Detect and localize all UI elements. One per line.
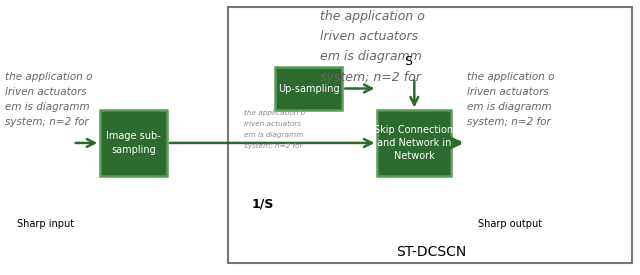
- Text: system; n=2 for: system; n=2 for: [244, 143, 302, 149]
- Text: lriven actuators: lriven actuators: [320, 30, 418, 43]
- Text: em is diagramm: em is diagramm: [244, 132, 303, 138]
- Text: S: S: [404, 55, 412, 68]
- FancyBboxPatch shape: [378, 110, 451, 176]
- Text: the application o: the application o: [244, 110, 305, 116]
- Text: em is diagramm: em is diagramm: [4, 102, 89, 112]
- Text: 1/S: 1/S: [252, 197, 274, 210]
- Text: Up-sampling: Up-sampling: [278, 84, 340, 94]
- Text: system; n=2 for: system; n=2 for: [467, 117, 550, 127]
- Text: lriven actuators: lriven actuators: [244, 121, 301, 127]
- Text: ST-DCSCN: ST-DCSCN: [396, 245, 467, 259]
- Text: Image sub-
sampling: Image sub- sampling: [106, 131, 161, 155]
- Text: the application o: the application o: [4, 72, 92, 82]
- Text: lriven actuators: lriven actuators: [4, 87, 86, 97]
- Text: em is diagramm: em is diagramm: [320, 50, 422, 64]
- Text: Sharp output: Sharp output: [478, 219, 542, 229]
- FancyBboxPatch shape: [100, 110, 167, 176]
- Text: the application o: the application o: [320, 10, 425, 23]
- Text: em is diagramm: em is diagramm: [467, 102, 551, 112]
- FancyBboxPatch shape: [275, 67, 342, 110]
- Text: system; n=2 for: system; n=2 for: [4, 117, 88, 127]
- FancyBboxPatch shape: [228, 7, 632, 263]
- Text: Skip Connection
and Network in
Network: Skip Connection and Network in Network: [374, 125, 454, 161]
- Text: Sharp input: Sharp input: [17, 219, 74, 229]
- Text: system; n=2 for: system; n=2 for: [320, 71, 421, 84]
- Text: the application o: the application o: [467, 72, 554, 82]
- Text: lriven actuators: lriven actuators: [467, 87, 548, 97]
